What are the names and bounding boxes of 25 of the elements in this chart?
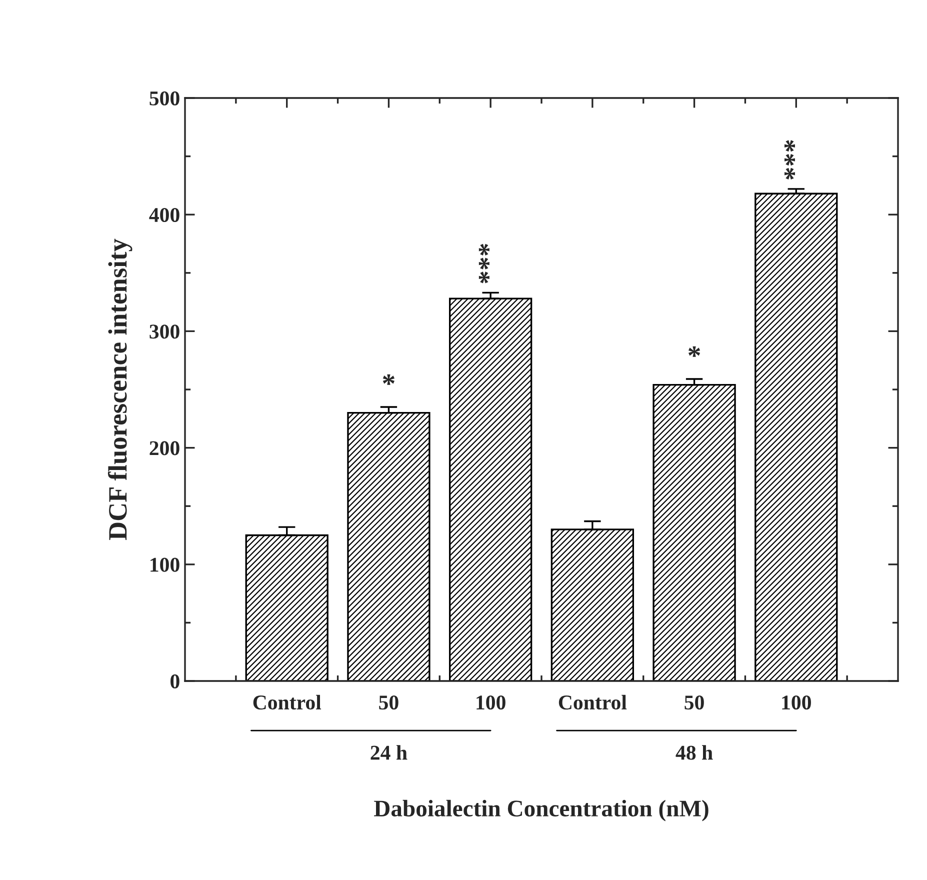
x-tick-label: 100 (476, 695, 506, 710)
y-tick-label: 300 (150, 324, 180, 339)
bar (652, 384, 736, 681)
data-label: * (382, 374, 395, 385)
x-axis-title: Daboialectin Concentration (nM) (374, 800, 708, 822)
x-tick-label: 100 (782, 695, 811, 710)
y-tick-label: 500 (150, 91, 180, 106)
y-tick-label: 100 (150, 558, 180, 572)
x-tick-label: 50 (684, 695, 704, 710)
text: 48 h (676, 745, 713, 760)
bar (448, 298, 532, 681)
bar (550, 528, 634, 681)
y-tick-label: 200 (150, 441, 180, 456)
data-label: *** (784, 140, 795, 180)
data-label: *** (478, 244, 490, 284)
data-label: * (688, 346, 700, 357)
y-axis-title: DCF fluorescence intensity (108, 238, 132, 540)
x-tick-label: 50 (379, 695, 398, 710)
y-tick-label: 0 (170, 674, 180, 688)
x-tick-label: Control (253, 694, 322, 710)
y-tick-label: 400 (149, 208, 180, 222)
text: 24 h (370, 745, 408, 760)
bar (754, 192, 838, 681)
x-tick-label: Control (558, 694, 627, 710)
bar (347, 412, 430, 681)
